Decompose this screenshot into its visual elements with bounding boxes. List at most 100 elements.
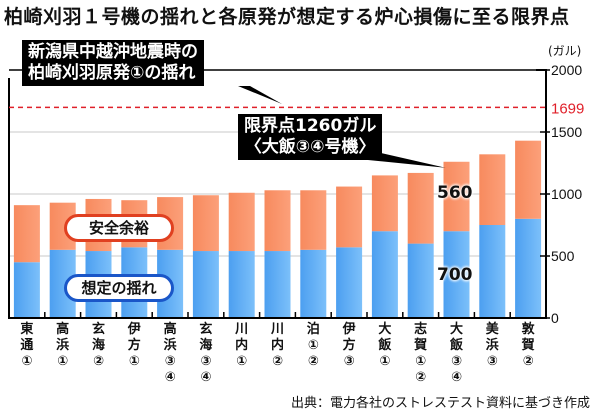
callout-kashiwazaki: 新潟県中越沖地震時の 柏崎刈羽原発①の揺れ: [22, 40, 204, 86]
bar-safety-margin: [371, 175, 398, 232]
x-tick-label-line: 高: [163, 322, 177, 337]
bar-assumed-shaking: [515, 218, 542, 318]
x-tick-label-line: 浜: [56, 338, 70, 353]
x-tick-label-line: 志: [414, 322, 428, 337]
x-tick-label-line: ①: [236, 354, 248, 369]
x-tick-label-line: ②: [271, 354, 283, 369]
reference-line-label: 1699: [551, 100, 584, 117]
x-tick-label-line: ④: [450, 370, 462, 385]
callout-pointer: [368, 150, 446, 168]
x-tick-label-line: 賀: [414, 338, 428, 353]
x-tick-label-line: 方: [127, 338, 141, 353]
x-tick-label-line: 高: [56, 322, 70, 337]
bar-safety-margin: [515, 140, 542, 219]
bar-safety-margin: [479, 154, 506, 225]
x-tick-label-line: 玄: [199, 322, 213, 337]
x-tick-label-line: 敦: [521, 322, 535, 337]
y-tick-label: 2000: [551, 62, 582, 78]
bar-safety-margin: [336, 186, 363, 248]
y-tick-label: 1000: [551, 186, 582, 202]
x-tick-label-line: 飯: [449, 338, 463, 353]
x-tick-label-line: ②: [92, 354, 104, 369]
x-tick-label-line: 浜: [163, 338, 177, 353]
x-tick-label-line: 玄: [91, 322, 105, 337]
y-axis-unit: (ガル): [548, 44, 582, 58]
bar-assumed-shaking: [443, 231, 470, 318]
x-tick-label-line: 東: [20, 322, 34, 337]
callout-pointer: [238, 86, 282, 104]
callout-line: 柏崎刈羽原発①の揺れ: [28, 63, 196, 83]
x-tick-label-line: 大: [449, 322, 463, 337]
callout-line: 限界点1260ガル: [244, 116, 377, 136]
x-tick-label-line: 海: [199, 338, 213, 353]
x-tick-label-line: ②: [522, 354, 534, 369]
bar-assumed-shaking: [264, 251, 291, 318]
y-tick-label: 0: [551, 310, 559, 326]
bar-assumed-shaking: [479, 225, 506, 318]
x-tick-label-line: ①: [21, 354, 33, 369]
x-tick-label-line: ②: [307, 354, 319, 369]
bar-safety-margin: [13, 205, 40, 263]
x-tick-label-line: ④: [200, 370, 212, 385]
x-tick-label-line: 通: [20, 338, 34, 353]
x-tick-label-line: ③: [200, 354, 212, 369]
bar-assumed-shaking: [336, 247, 363, 318]
bar-safety-margin: [192, 195, 219, 252]
bar-assumed-shaking: [407, 243, 434, 318]
data-label-lower: 700: [437, 265, 473, 285]
callout-line: 〈大飯③④号機〉: [244, 137, 376, 157]
x-tick-label-line: 川: [270, 322, 284, 337]
x-tick-label-line: ①: [379, 354, 391, 369]
x-tick-label-line: ①: [307, 338, 319, 353]
x-tick-label-line: 浜: [485, 338, 499, 353]
x-tick-label-line: 伊: [127, 322, 141, 337]
chart-title: 柏崎刈羽１号機の揺れと各原発が想定する炉心損傷に至る限界点: [4, 6, 570, 28]
x-tick-label-line: 内: [270, 338, 284, 353]
x-tick-label-line: 伊: [342, 322, 356, 337]
x-tick-label-line: 内: [235, 338, 249, 353]
x-tick-label-line: 海: [91, 338, 105, 353]
x-tick-label-line: 大: [378, 322, 392, 337]
bar-assumed-shaking: [192, 251, 219, 318]
source-note: 出典：電力各社のストレステスト資料に基づき作成: [290, 396, 590, 411]
bar-safety-margin: [300, 190, 327, 250]
callout-ohi-limit: 限界点1260ガル 〈大飯③④号機〉: [238, 114, 383, 160]
bar-assumed-shaking: [13, 262, 40, 318]
x-tick-label-line: 飯: [378, 338, 392, 353]
x-tick-label-line: ①: [415, 354, 427, 369]
bar-safety-margin: [264, 190, 291, 252]
x-tick-label-line: ②: [415, 370, 427, 385]
y-tick-label: 1500: [551, 124, 582, 140]
bar-assumed-shaking: [228, 251, 255, 318]
x-tick-label-line: ③: [343, 354, 355, 369]
x-tick-label-line: ④: [164, 370, 176, 385]
legend-assumed-shaking: 想定の揺れ: [64, 274, 174, 302]
bar-safety-margin: [407, 172, 434, 244]
bar-assumed-shaking: [300, 249, 327, 318]
x-tick-label-line: 賀: [521, 338, 535, 353]
x-tick-label-line: 美: [485, 322, 499, 337]
x-tick-label-line: ①: [57, 354, 69, 369]
legend-safety-margin: 安全余裕: [64, 214, 174, 242]
x-tick-label-line: 方: [342, 338, 356, 353]
x-tick-label-line: ③: [164, 354, 176, 369]
callout-line: 新潟県中越沖地震時の: [28, 42, 198, 62]
x-tick-label-line: 泊: [306, 322, 320, 337]
bar-safety-margin: [443, 161, 470, 232]
bar-assumed-shaking: [371, 231, 398, 318]
x-tick-label-line: ①: [128, 354, 140, 369]
